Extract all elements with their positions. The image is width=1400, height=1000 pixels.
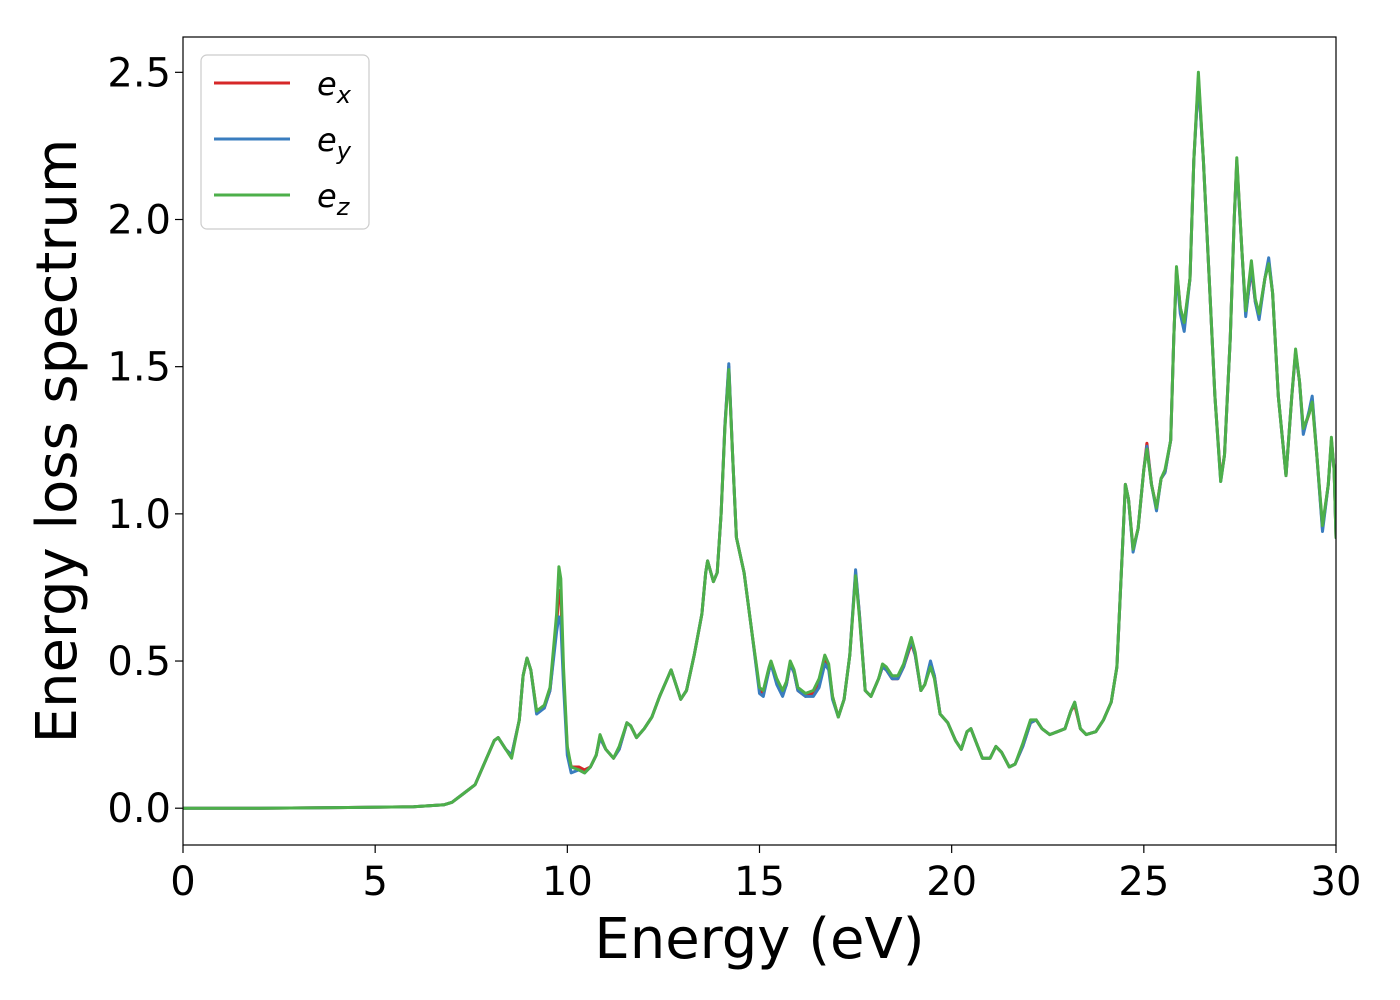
legend-entry-x: ex [214,65,352,109]
legend-label: ey [317,121,352,165]
legend-label: ez [317,177,351,221]
legend-box [200,54,370,230]
x-axis-title: Energy (eV) [594,907,924,972]
legend: ex ey ez [200,54,370,230]
y-tick-label: 1.0 [107,492,171,538]
x-tick-label: 10 [542,859,593,905]
legend-entry-z: ez [214,177,351,221]
series-line-z [183,70,1336,810]
x-tick-label: 15 [734,859,785,905]
x-tick-label: 0 [170,859,195,905]
y-tick-label: 0.5 [107,639,171,685]
legend-label: ex [317,65,352,109]
series-layer [183,70,1336,810]
y-tick-label: 1.5 [107,345,171,391]
x-tick-label: 30 [1311,859,1362,905]
legend-entry-y: ey [214,121,352,165]
y-axis-title: Energy loss spectrum [25,139,90,744]
y-tick-label: 0.0 [107,786,171,832]
ticks-layer: 0 5 10 15 20 25 30 0.0 0.5 1.0 1.5 2.0 2.5 [107,50,1361,905]
x-tick-label: 20 [926,859,977,905]
x-tick-label: 5 [362,859,387,905]
y-tick-label: 2.0 [107,197,171,243]
x-tick-label: 25 [1118,859,1169,905]
y-tick-label: 2.5 [107,50,171,96]
